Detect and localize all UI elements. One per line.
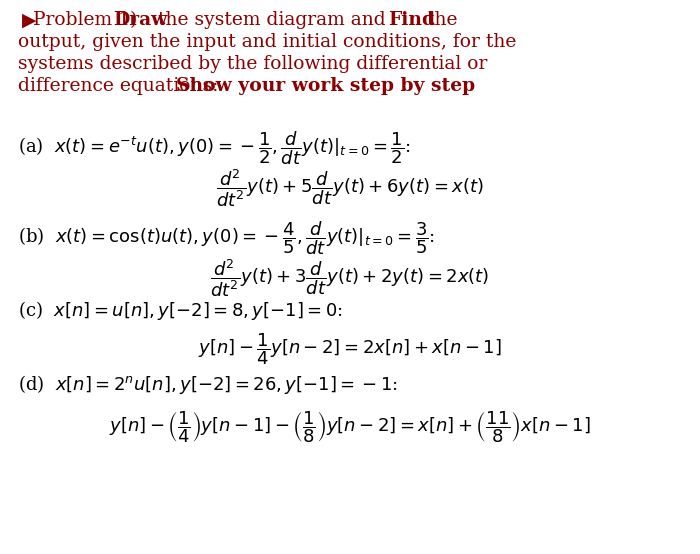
Text: (a)  $x(t) = e^{-t}u(t), y(0) = -\dfrac{1}{2}, \dfrac{d}{dt}y(t)|_{t=0} = \dfrac: (a) $x(t) = e^{-t}u(t), y(0) = -\dfrac{1… [18,129,411,167]
Text: Find: Find [388,11,435,29]
Text: Draw: Draw [113,11,167,29]
Text: output, given the input and initial conditions, for the: output, given the input and initial cond… [18,33,517,51]
Text: $\dfrac{d^2}{dt^2}y(t) + 3\dfrac{d}{dt}y(t) + 2y(t) = 2x(t)$: $\dfrac{d^2}{dt^2}y(t) + 3\dfrac{d}{dt}y… [210,257,490,299]
Text: $y[n] - \left(\dfrac{1}{4}\right)y[n-1] - \left(\dfrac{1}{8}\right)y[n-2] = x[n]: $y[n] - \left(\dfrac{1}{4}\right)y[n-1] … [109,409,591,445]
Text: $y[n] - \dfrac{1}{4}y[n-2] = 2x[n] + x[n-1]$: $y[n] - \dfrac{1}{4}y[n-2] = 2x[n] + x[n… [198,331,502,367]
Text: the system diagram and: the system diagram and [152,11,391,29]
Text: $\blacktriangleright$: $\blacktriangleright$ [18,11,38,30]
Text: systems described by the following differential or: systems described by the following diffe… [18,55,487,73]
Text: $\dfrac{d^2}{dt^2}y(t) + 5\dfrac{d}{dt}y(t) + 6y(t) = x(t)$: $\dfrac{d^2}{dt^2}y(t) + 5\dfrac{d}{dt}y… [216,167,484,209]
Text: the: the [421,11,458,29]
Text: (b)  $x(t) = \cos(t)u(t), y(0) = -\dfrac{4}{5}, \dfrac{d}{dt}y(t)|_{t=0} = \dfra: (b) $x(t) = \cos(t)u(t), y(0) = -\dfrac{… [18,219,435,257]
Text: Problem 1): Problem 1) [33,11,143,29]
Text: Show your work step by step: Show your work step by step [176,77,475,95]
Text: difference equations:: difference equations: [18,77,225,95]
Text: (c)  $x[n] = u[n], y[-2] = 8, y[-1] = 0$:: (c) $x[n] = u[n], y[-2] = 8, y[-1] = 0$: [18,299,343,322]
Text: (d)  $x[n] = 2^nu[n], y[-2] = 26, y[-1] = -1$:: (d) $x[n] = 2^nu[n], y[-2] = 26, y[-1] =… [18,373,398,396]
